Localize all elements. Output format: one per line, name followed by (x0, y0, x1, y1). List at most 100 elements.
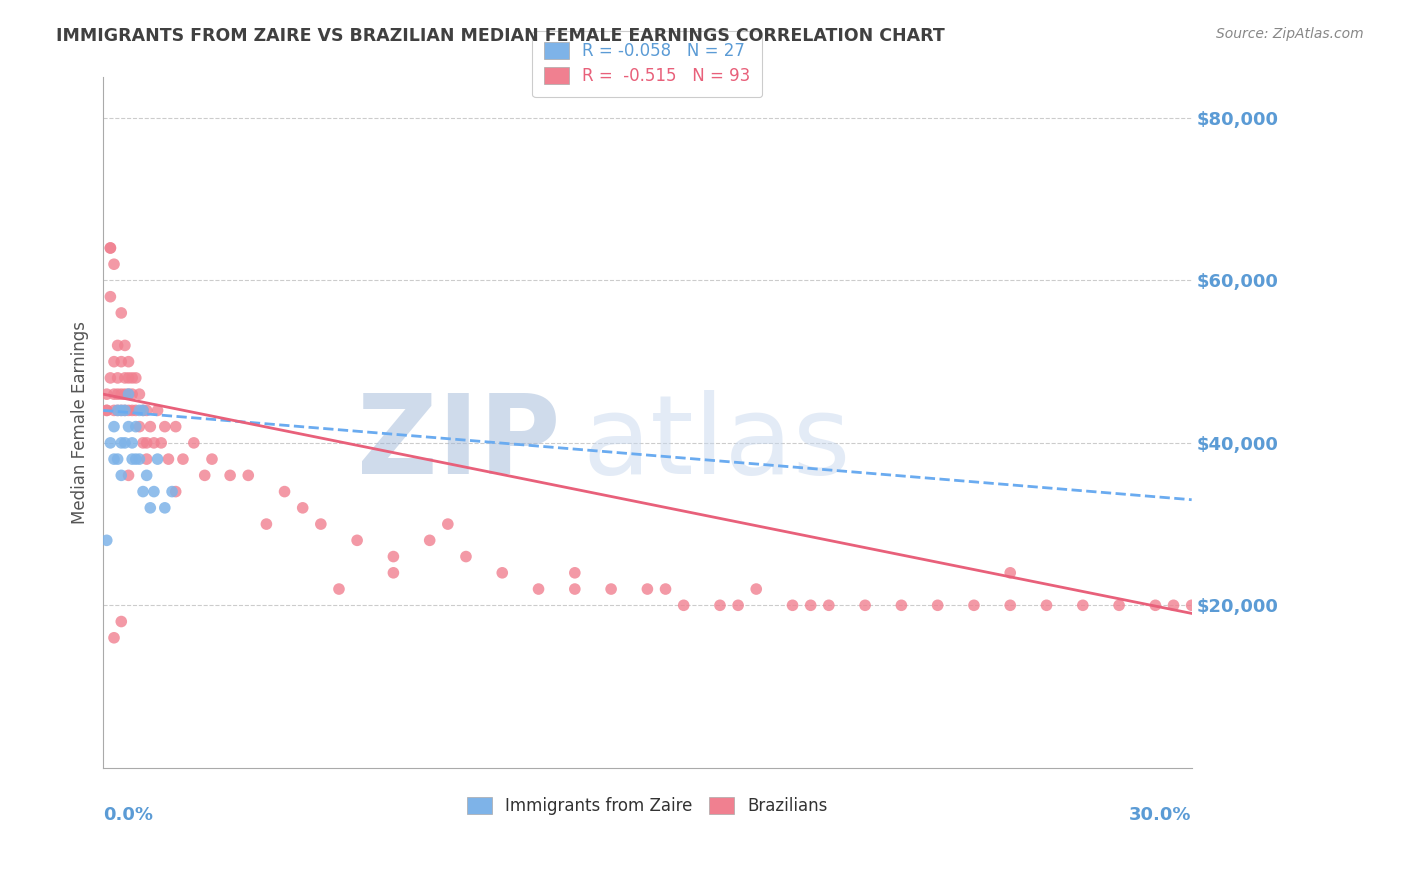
Point (107, 403, 129, 417)
Point (1144, 599, 1167, 613)
Point (100, 241, 122, 255)
Point (125, 452, 148, 467)
Point (800, 599, 823, 613)
Point (117, 371, 139, 385)
Point (121, 371, 143, 385)
Point (128, 419, 150, 434)
Point (107, 338, 129, 352)
Point (117, 403, 139, 417)
Point (153, 500, 176, 515)
Point (527, 582, 550, 596)
Point (117, 419, 139, 434)
Point (817, 599, 839, 613)
Legend: Immigrants from Zaire, Brazilians: Immigrants from Zaire, Brazilians (460, 790, 835, 822)
Point (121, 435, 143, 450)
Point (1163, 599, 1185, 613)
Point (103, 387, 125, 401)
Point (135, 468, 157, 483)
Point (114, 387, 136, 401)
Point (132, 403, 155, 417)
Point (139, 419, 162, 434)
Point (672, 599, 695, 613)
Point (110, 306, 132, 320)
Point (135, 435, 157, 450)
Point (110, 403, 132, 417)
Point (160, 484, 183, 499)
Point (110, 615, 132, 629)
Point (114, 338, 136, 352)
Point (382, 549, 405, 564)
Point (107, 371, 129, 385)
Point (437, 517, 460, 532)
Point (727, 599, 749, 613)
Point (128, 387, 150, 401)
Point (96, 403, 118, 417)
Point (117, 354, 139, 368)
Point (1108, 599, 1130, 613)
Point (219, 468, 242, 483)
Point (110, 387, 132, 401)
Point (117, 387, 139, 401)
Point (96, 387, 118, 401)
Text: 30.0%: 30.0% (1129, 805, 1192, 823)
Point (103, 452, 125, 467)
Point (110, 435, 132, 450)
Point (853, 599, 876, 613)
Point (157, 452, 180, 467)
Point (110, 468, 132, 483)
Point (1000, 599, 1022, 613)
Point (194, 468, 217, 483)
Point (121, 403, 143, 417)
Point (146, 403, 169, 417)
Point (1181, 599, 1204, 613)
Point (100, 241, 122, 255)
Point (135, 452, 157, 467)
Point (128, 452, 150, 467)
Point (121, 452, 143, 467)
Point (564, 566, 586, 580)
Point (153, 419, 176, 434)
Point (103, 631, 125, 645)
Point (146, 452, 169, 467)
Point (132, 435, 155, 450)
Point (782, 599, 804, 613)
Point (114, 371, 136, 385)
Point (103, 419, 125, 434)
Point (291, 500, 314, 515)
Point (309, 517, 332, 532)
Point (125, 419, 148, 434)
Point (709, 599, 731, 613)
Point (114, 403, 136, 417)
Point (890, 599, 912, 613)
Point (745, 582, 768, 596)
Point (238, 468, 260, 483)
Point (100, 435, 122, 450)
Point (135, 403, 157, 417)
Point (117, 468, 139, 483)
Point (172, 452, 194, 467)
Point (600, 582, 623, 596)
Point (110, 403, 132, 417)
Point (165, 419, 187, 434)
Point (254, 517, 277, 532)
Point (1035, 599, 1057, 613)
Point (117, 387, 139, 401)
Point (165, 484, 187, 499)
Point (564, 582, 586, 596)
Point (103, 257, 125, 271)
Point (132, 484, 155, 499)
Point (139, 500, 162, 515)
Text: ZIP: ZIP (357, 390, 561, 497)
Point (142, 435, 165, 450)
Point (128, 403, 150, 417)
Point (100, 371, 122, 385)
Point (1071, 599, 1094, 613)
Point (382, 566, 405, 580)
Point (636, 582, 658, 596)
Point (454, 549, 477, 564)
Point (142, 484, 165, 499)
Point (100, 290, 122, 304)
Point (150, 435, 173, 450)
Point (121, 387, 143, 401)
Point (927, 599, 949, 613)
